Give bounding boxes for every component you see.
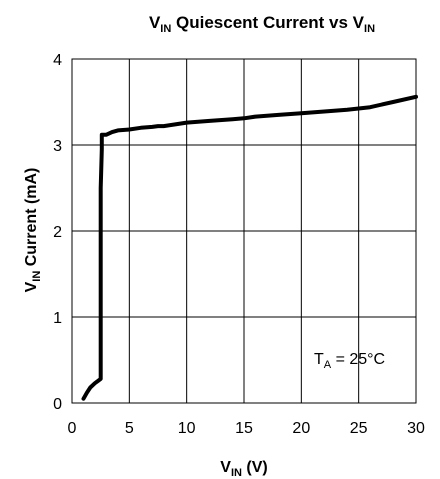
series-line (81, 94, 418, 401)
y-tick-label: 2 (53, 224, 62, 241)
plot-area (71, 58, 417, 404)
x-axis-ticks: 0 5 10 15 20 25 30 (68, 420, 425, 437)
chart-title: VIN Quiescent Current vs VIN (149, 13, 375, 35)
x-tick-label: 0 (68, 420, 77, 437)
x-axis-label: VIN (V) (220, 459, 267, 479)
y-tick-label: 0 (53, 396, 62, 413)
x-tick-label: 5 (125, 420, 134, 437)
x-tick-label: 25 (350, 420, 368, 437)
temperature-annotation: TA = 25°C (314, 351, 385, 371)
y-tick-label: 4 (53, 52, 62, 69)
x-tick-label: 15 (235, 420, 253, 437)
y-axis-ticks: 0 1 2 3 4 (53, 52, 62, 413)
y-axis-label: VIN Current (mA) (23, 168, 43, 293)
y-tick-label: 1 (53, 310, 62, 327)
x-tick-label: 30 (407, 420, 425, 437)
x-tick-label: 20 (292, 420, 310, 437)
y-tick-label: 3 (53, 138, 62, 155)
x-tick-label: 10 (178, 420, 196, 437)
